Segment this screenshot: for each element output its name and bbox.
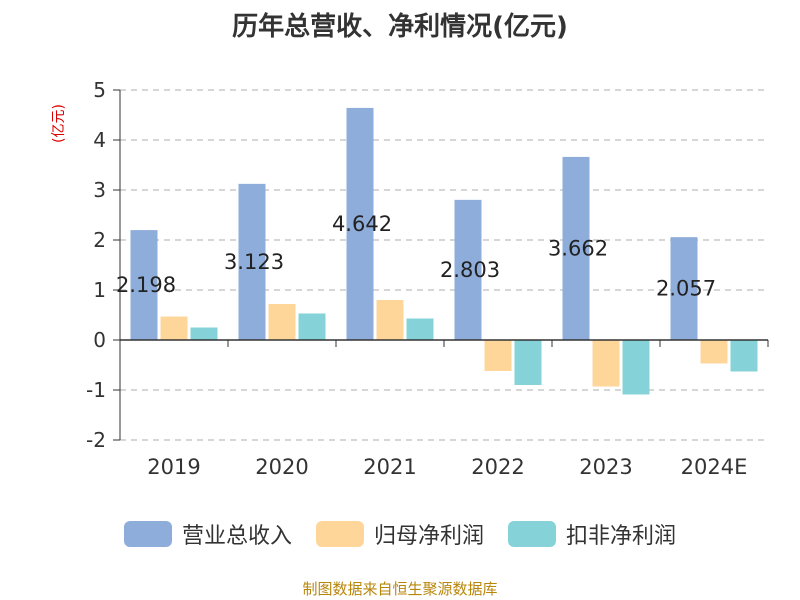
y-tick-label: -1 <box>86 378 106 402</box>
bar-revenue <box>130 230 158 340</box>
bar-net-profit <box>160 316 188 340</box>
x-tick-label: 2023 <box>579 455 632 479</box>
bar-net-profit <box>700 340 728 364</box>
y-tick-label: 4 <box>93 128 106 152</box>
bar-revenue <box>346 107 374 341</box>
x-tick-label: 2022 <box>471 455 524 479</box>
bar-deducted-profit <box>622 340 650 395</box>
bar-deducted-profit <box>730 340 758 372</box>
data-label-revenue: 2.198 <box>116 273 176 297</box>
y-tick-label: 0 <box>93 328 106 352</box>
legend-label-deducted-profit: 扣非净利润 <box>566 524 677 549</box>
data-source: 制图数据来自恒生聚源数据库 <box>302 580 498 598</box>
legend: 营业总收入 归母净利润 扣非净利润 <box>0 518 800 550</box>
data-label-revenue: 2.057 <box>656 277 716 301</box>
bar-revenue <box>238 183 266 340</box>
bar-revenue <box>454 199 482 340</box>
bar-deducted-profit <box>406 318 434 340</box>
y-tick-label: -2 <box>86 428 106 452</box>
legend-item-net-profit[interactable]: 归母净利润 <box>315 518 484 550</box>
legend-label-revenue: 营业总收入 <box>181 524 292 549</box>
x-tick-label: 2019 <box>147 455 200 479</box>
legend-item-deducted-profit[interactable]: 扣非净利润 <box>508 518 676 550</box>
bar-deducted-profit <box>190 327 218 340</box>
legend-swatch-revenue <box>123 521 172 547</box>
y-tick-label: 5 <box>93 78 106 102</box>
legend-swatch-net-profit <box>315 521 364 547</box>
x-tick-label: 2024E <box>681 455 748 479</box>
x-tick-label: 2020 <box>255 455 308 479</box>
legend-item-revenue[interactable]: 营业总收入 <box>123 518 292 550</box>
data-label-revenue: 2.803 <box>440 258 500 282</box>
y-tick-label: 1 <box>93 278 106 302</box>
x-tick-label: 2021 <box>363 455 416 479</box>
bar-deducted-profit <box>298 313 326 340</box>
bar-net-profit <box>376 300 404 340</box>
data-label-revenue: 3.662 <box>548 236 608 260</box>
bar-net-profit <box>592 340 620 387</box>
bar-deducted-profit <box>514 340 542 385</box>
data-label-revenue: 4.642 <box>332 212 392 236</box>
chart-title: 历年总营收、净利情况(亿元) <box>232 12 568 42</box>
legend-swatch-deducted-profit <box>508 521 556 547</box>
bar-net-profit <box>268 304 296 340</box>
y-tick-label: 2 <box>93 228 106 252</box>
y-tick-label: 3 <box>93 178 106 202</box>
bar-revenue <box>670 237 698 340</box>
data-label-revenue: 3.123 <box>224 250 284 274</box>
bar-net-profit <box>484 340 512 371</box>
bar-revenue <box>562 156 590 340</box>
legend-label-net-profit: 归母净利润 <box>373 524 484 549</box>
